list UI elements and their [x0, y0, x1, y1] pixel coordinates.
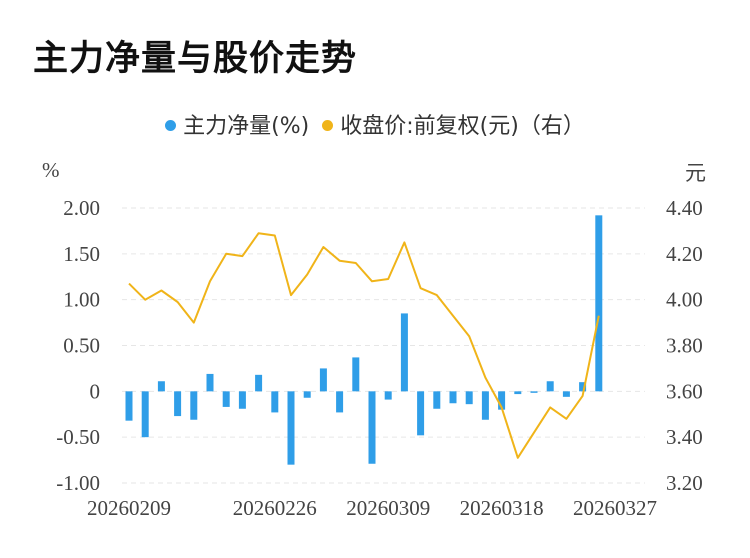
- left-axis-unit: %: [42, 158, 60, 182]
- net-flow-bar[interactable]: [287, 391, 295, 465]
- gridlines: [122, 207, 645, 484]
- net-flow-bar[interactable]: [449, 391, 457, 404]
- left-axis-tick-label: 0.50: [63, 334, 100, 358]
- chart-title: 主力净量与股价走势: [33, 39, 358, 79]
- close-price-line[interactable]: [128, 232, 600, 459]
- x-axis-ticks: 20260209 20260226 20260309 20260318 20260327: [87, 496, 657, 520]
- net-flow-bars: [125, 215, 603, 465]
- net-flow-bar[interactable]: [546, 381, 554, 392]
- legend-label-close-price: 收盘价:前复权(元)（右）: [340, 114, 585, 139]
- left-axis-tick-label: 1.00: [63, 288, 100, 312]
- legend-dot-net-flow-icon: [165, 120, 177, 131]
- net-flow-bar[interactable]: [319, 368, 327, 392]
- net-flow-bar[interactable]: [238, 391, 246, 409]
- net-flow-bar[interactable]: [157, 381, 165, 392]
- left-axis-ticks: 2.00 1.50 1.00 0.50 0 -0.50 -1.00: [56, 196, 100, 495]
- net-flow-bar[interactable]: [384, 391, 392, 400]
- left-axis-tick-label: -1.00: [56, 471, 100, 495]
- net-flow-bar[interactable]: [190, 391, 198, 420]
- legend-item-close-price[interactable]: 收盘价:前复权(元)（右）: [322, 108, 585, 140]
- net-flow-bar[interactable]: [368, 391, 376, 464]
- x-axis-tick-label: 20260309: [346, 496, 430, 520]
- net-flow-bar[interactable]: [336, 391, 344, 413]
- legend-label-net-flow: 主力净量(%): [183, 114, 310, 139]
- x-axis-tick-label: 20260318: [460, 496, 544, 520]
- right-axis-unit: 元: [685, 161, 706, 185]
- legend-item-net-flow[interactable]: 主力净量(%): [165, 108, 309, 140]
- net-flow-bar[interactable]: [417, 391, 425, 436]
- right-axis-tick-label: 3.20: [666, 471, 703, 495]
- left-axis-tick-label: -0.50: [56, 425, 100, 449]
- close-price-series: [128, 232, 600, 459]
- right-axis-tick-label: 4.40: [666, 196, 703, 220]
- left-axis-tick-label: 0: [90, 379, 101, 403]
- net-flow-bar[interactable]: [255, 374, 263, 392]
- legend: 主力净量(%) 收盘价:前复权(元)（右）: [0, 108, 750, 140]
- net-flow-bar[interactable]: [352, 357, 360, 392]
- net-flow-bar[interactable]: [125, 391, 133, 421]
- net-flow-bar[interactable]: [579, 382, 587, 392]
- right-axis-ticks: 4.40 4.20 4.00 3.80 3.60 3.40 3.20: [666, 196, 703, 495]
- net-flow-bar[interactable]: [271, 391, 279, 413]
- left-axis-tick-label: 2.00: [63, 196, 100, 220]
- right-axis-tick-label: 4.20: [666, 242, 703, 266]
- net-flow-bar[interactable]: [174, 391, 182, 417]
- net-flow-bar[interactable]: [206, 373, 214, 392]
- net-flow-bar[interactable]: [400, 313, 408, 392]
- right-axis-tick-label: 3.80: [666, 334, 703, 358]
- net-flow-bar[interactable]: [562, 391, 570, 397]
- x-axis-tick-label: 20260209: [87, 496, 171, 520]
- net-flow-bar[interactable]: [141, 391, 149, 438]
- net-flow-bar[interactable]: [433, 391, 441, 409]
- right-axis-tick-label: 3.40: [666, 425, 703, 449]
- net-flow-bar[interactable]: [595, 215, 603, 392]
- right-axis-tick-label: 3.60: [666, 379, 703, 403]
- legend-dot-close-price-icon: [322, 120, 334, 131]
- net-flow-bar[interactable]: [465, 391, 473, 405]
- net-flow-bar[interactable]: [530, 391, 538, 393]
- x-axis-tick-label: 20260327: [573, 496, 657, 520]
- net-flow-bar[interactable]: [498, 391, 506, 410]
- x-axis-tick-label: 20260226: [233, 496, 317, 520]
- left-axis-tick-label: 1.50: [63, 242, 100, 266]
- net-flow-bar[interactable]: [481, 391, 489, 420]
- net-flow-bar[interactable]: [303, 391, 311, 398]
- net-flow-bar[interactable]: [514, 391, 522, 395]
- right-axis-tick-label: 4.00: [666, 288, 703, 312]
- net-flow-bar[interactable]: [222, 391, 230, 407]
